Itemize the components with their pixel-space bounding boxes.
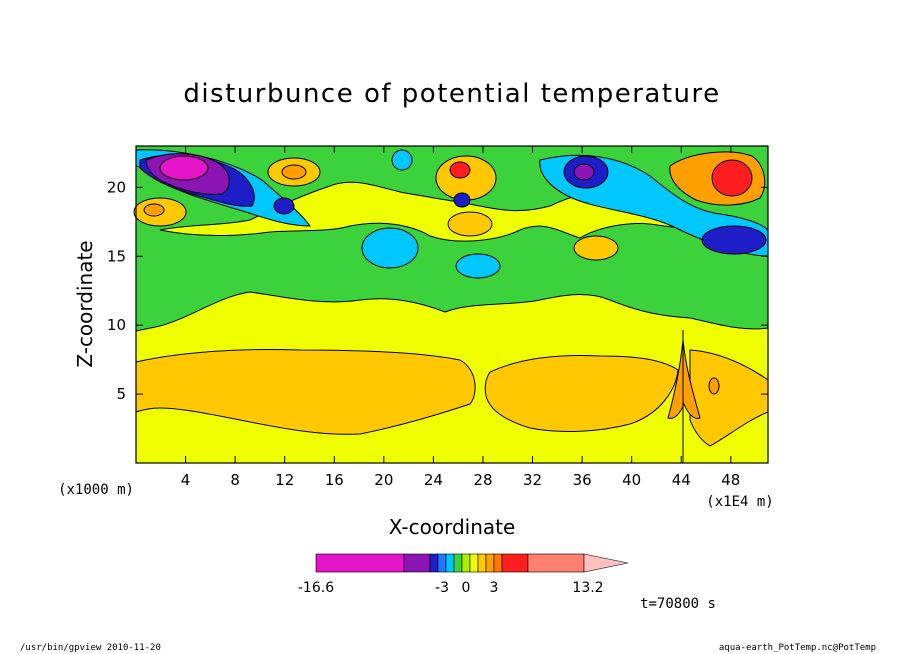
colorbar-segment xyxy=(437,553,447,573)
x-tick-label: 40 xyxy=(622,471,641,489)
colorbar-label: 13.2 xyxy=(572,580,603,596)
y-tick-label: 5 xyxy=(116,385,126,403)
colorbar-label: -3 xyxy=(435,580,449,596)
colorbar-label: -16.6 xyxy=(298,580,334,596)
colorbar-segment xyxy=(461,553,471,573)
colorbar-segment xyxy=(403,553,431,573)
y-axis-label: Z-coordinate xyxy=(73,240,97,367)
x-tick-label: 4 xyxy=(181,471,191,489)
x-tick-label: 16 xyxy=(325,471,344,489)
x-tick-label: 24 xyxy=(424,471,443,489)
cyan-patch-b xyxy=(455,253,501,279)
colorbar-segment xyxy=(315,553,405,573)
y-tick-label: 10 xyxy=(107,316,126,334)
x-tick-label: 12 xyxy=(275,471,294,489)
orange-lobe-far-right xyxy=(689,349,769,447)
plot-area xyxy=(133,145,769,464)
colorbar-segment xyxy=(429,553,439,573)
purple-core-right xyxy=(573,163,595,181)
colorbar-segment xyxy=(453,553,463,573)
x-tick-label: 28 xyxy=(473,471,492,489)
red-warm-right xyxy=(711,159,753,197)
colorbar-segment xyxy=(477,553,487,573)
colorbar: -16.6 -3 0 3 13.2 xyxy=(298,553,629,596)
blue-patch-right xyxy=(701,225,767,255)
colorbar-segment xyxy=(501,553,529,573)
orange-lobe-right xyxy=(484,355,679,432)
orange-patch-e xyxy=(447,211,493,237)
colorbar-label: 0 xyxy=(462,580,471,596)
colorbar-arrow xyxy=(583,553,629,573)
y-tick-label: 20 xyxy=(107,178,126,196)
orange-warm-c xyxy=(708,377,720,395)
x-unit-right: (x1E4 m) xyxy=(706,494,773,510)
x-tick-label: 20 xyxy=(374,471,393,489)
magenta-core xyxy=(159,155,209,181)
blue-patch-small xyxy=(453,192,471,208)
x-tick-label: 44 xyxy=(672,471,691,489)
blue-patch-tiny xyxy=(273,197,295,215)
cyan-patch-e xyxy=(391,149,413,171)
x-tick-label: 8 xyxy=(230,471,240,489)
footer-right: aqua-earth_PotTemp.nc@PotTemp xyxy=(719,643,876,653)
colorbar-segment xyxy=(485,553,495,573)
x-axis-label: X-coordinate xyxy=(389,515,516,539)
orange-warm-a xyxy=(281,164,307,180)
y-tick-label: 15 xyxy=(107,247,126,265)
orange-patch-d xyxy=(573,235,619,261)
x-tick-label: 32 xyxy=(523,471,542,489)
colorbar-segment xyxy=(527,553,585,573)
colorbar-segment xyxy=(469,553,479,573)
chart-title: disturbunce of potential temperature xyxy=(183,79,720,109)
red-warm-center xyxy=(449,161,471,179)
narrow-plume xyxy=(667,339,701,419)
colorbar-label: 3 xyxy=(490,580,499,596)
orange-lobe-left xyxy=(135,349,476,435)
time-label: t=70800 s xyxy=(640,596,716,612)
orange-warm-b xyxy=(143,203,165,217)
cyan-patch-a xyxy=(361,227,419,269)
colorbar-segment xyxy=(493,553,503,573)
plot-frame xyxy=(135,145,769,464)
x-tick-label: 36 xyxy=(573,471,592,489)
x-unit-left: (x1000 m) xyxy=(58,482,134,498)
footer-left: /usr/bin/gpview 2010-11-20 xyxy=(20,643,161,653)
colorbar-segment xyxy=(445,553,455,573)
x-tick-label: 48 xyxy=(721,471,740,489)
